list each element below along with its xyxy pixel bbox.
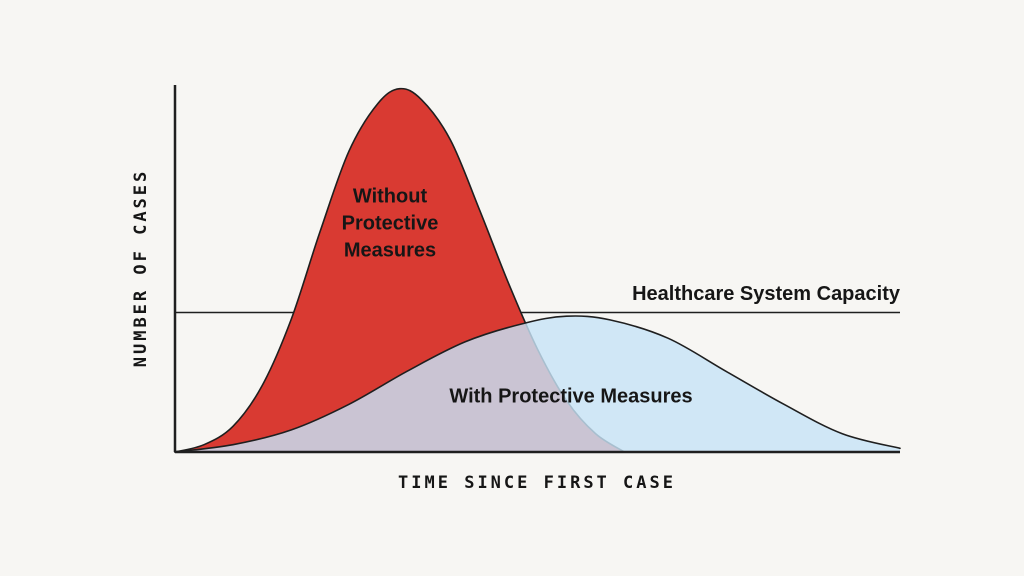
x-axis-label: TIME SINCE FIRST CASE [398,473,676,493]
with-measures-label: With Protective Measures [449,385,693,408]
y-axis-label: NUMBER OF CASES [131,168,151,368]
healthcare-capacity-label: Healthcare System Capacity [632,283,900,305]
without-measures-label: Without Protective Measures [341,185,439,262]
